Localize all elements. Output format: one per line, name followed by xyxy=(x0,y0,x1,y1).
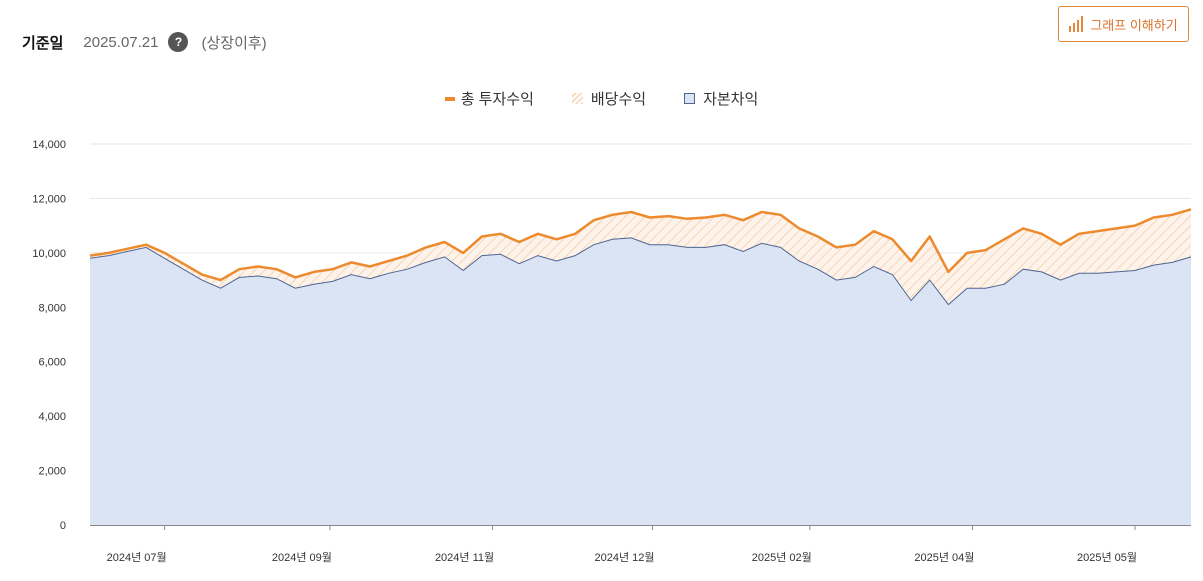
capital-gain-area xyxy=(90,237,1191,525)
y-tick-label: 12,000 xyxy=(32,193,66,205)
line-swatch-icon xyxy=(444,96,455,101)
box-swatch-icon xyxy=(684,93,696,104)
header: 기준일 2025.07.21 ? (상장이후) xyxy=(22,29,267,55)
hatch-swatch-icon xyxy=(571,93,583,104)
capital-gain-line xyxy=(89,237,1192,306)
y-tick-label: 6,000 xyxy=(38,357,66,369)
since-listing-text: (상장이후) xyxy=(201,34,267,52)
x-tick-label: 2025년 05월 xyxy=(1077,551,1137,564)
base-date-value: 2025.07.21 xyxy=(83,33,159,51)
dividend-band xyxy=(90,209,1191,305)
x-tick-label: 2025년 04월 xyxy=(914,551,974,564)
x-axis: 2024년 07월 2024년 09월 2024년 11월 2024년 12월 2025… xyxy=(90,525,1191,564)
x-tick-label: 2025년 02월 xyxy=(752,551,812,564)
total-return-line xyxy=(89,208,1192,282)
legend-label: 배당수익 xyxy=(590,91,647,108)
legend-item-dividend[interactable]: 배당수익 xyxy=(571,88,647,109)
legend-item-total-return[interactable]: 총 투자수익 xyxy=(444,88,534,109)
plot-area xyxy=(89,208,1192,525)
legend-label: 자본차익 xyxy=(703,91,759,108)
y-tick-label: 2,000 xyxy=(38,466,66,478)
graph-guide-label: 그래프 이해하기 xyxy=(1090,17,1178,33)
y-tick-label: 4,000 xyxy=(38,411,66,423)
y-tick-label: 10,000 xyxy=(32,248,66,260)
graph-guide-button[interactable]: 그래프 이해하기 xyxy=(1058,6,1189,42)
help-icon[interactable]: ? xyxy=(168,32,189,52)
y-tick-label: 14,000 xyxy=(32,139,66,151)
x-tick-label: 2024년 07월 xyxy=(107,551,167,564)
legend-label: 총 투자수익 xyxy=(460,91,534,108)
x-tick-label: 2024년 11월 xyxy=(435,551,494,564)
y-axis: 0 2,000 4,000 6,000 8,000 10,000 12,000 14,000 xyxy=(32,139,66,532)
y-tick-label: 0 xyxy=(60,520,66,532)
legend-item-capital-gain[interactable]: 자본차익 xyxy=(684,88,758,109)
y-tick-label: 8,000 xyxy=(38,302,66,314)
base-date-label: 기준일 xyxy=(22,34,64,52)
x-tick-label: 2024년 09월 xyxy=(272,551,332,564)
chart-legend: 총 투자수익 배당수익 자본차익 xyxy=(0,88,1203,109)
x-tick-label: 2024년 12월 xyxy=(594,551,654,564)
bar-chart-icon xyxy=(1069,16,1084,32)
